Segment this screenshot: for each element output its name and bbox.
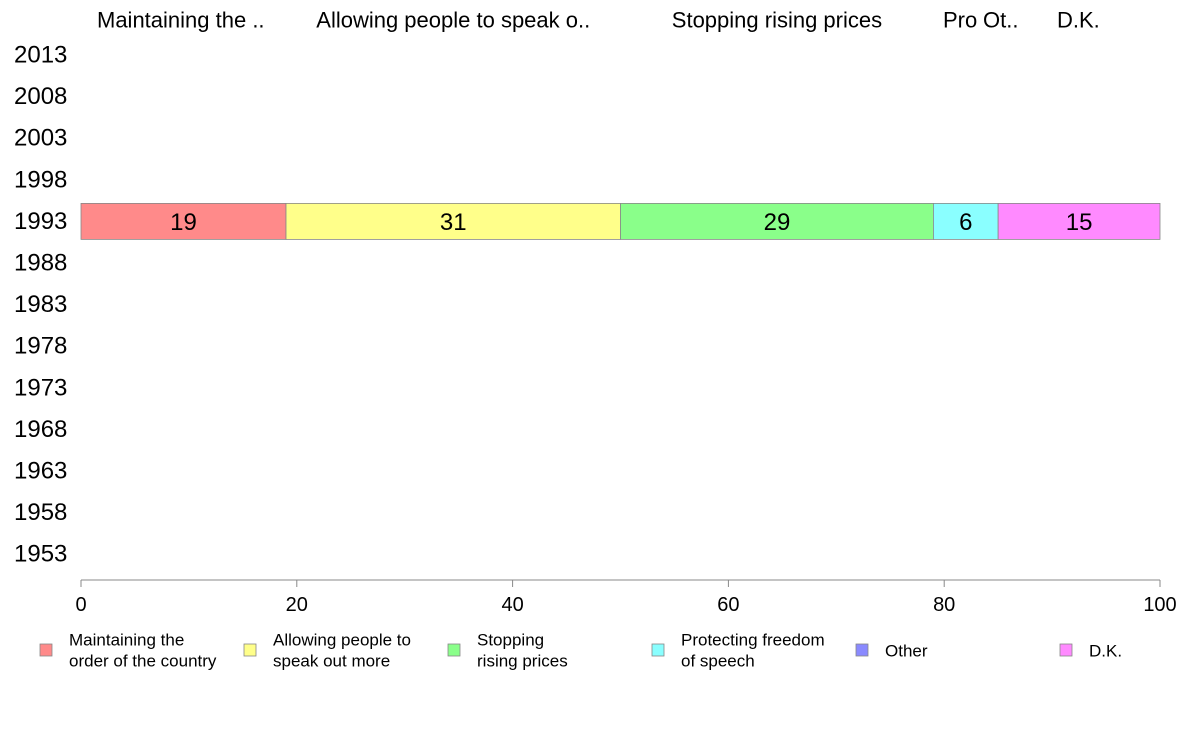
legend-swatch	[39, 643, 53, 657]
data-label: 15	[1066, 209, 1093, 236]
y-tick-label: 1963	[14, 458, 67, 485]
legend-item: Allowing people to speak out more	[243, 631, 411, 671]
x-tick-label: 40	[501, 594, 523, 616]
y-axis-labels: 2013 2008 2003 1998 1993 1988 1983 1978 1973 1968…	[14, 42, 67, 568]
x-tick-label: 0	[75, 594, 86, 616]
bars: 19 31 29 6 15	[80, 202, 1161, 240]
y-tick-label: 1983	[14, 291, 67, 318]
legend-item: D.K.	[1059, 642, 1122, 661]
legend-item: Maintaining the order of the country	[39, 631, 217, 671]
series-header-label: Allowing people to speak o..	[316, 8, 590, 33]
y-tick-label: 1953	[14, 541, 67, 568]
legend-label: speak out more	[273, 652, 390, 671]
x-axis: 0 20 40 60 80 100	[75, 579, 1177, 616]
legend-label: Other	[885, 642, 928, 661]
legend-label: Stopping	[477, 631, 544, 650]
x-tick-label: 80	[933, 594, 955, 616]
series-header-label: D.K.	[1057, 8, 1100, 33]
bar-segment	[80, 202, 287, 240]
y-tick-label: 1993	[14, 208, 67, 235]
legend-item: Stopping rising prices	[447, 631, 568, 671]
series-header-label: Stopping rising prices	[672, 8, 882, 33]
data-label: 31	[440, 209, 467, 236]
series-headers: Maintaining the .. Allowing people to spe…	[97, 8, 1100, 33]
y-tick-label: 1973	[14, 374, 67, 401]
data-label: 29	[764, 209, 791, 236]
legend-label: of speech	[681, 652, 755, 671]
legend-label: order of the country	[69, 652, 217, 671]
data-label: 6	[959, 209, 972, 236]
legend-swatch	[651, 643, 665, 657]
y-tick-label: 1958	[14, 499, 67, 526]
legend: Maintaining the order of the country Allow…	[39, 631, 1122, 671]
y-tick-label: 2008	[14, 83, 67, 110]
legend-label: Protecting freedom	[681, 631, 825, 650]
bar-segment	[997, 202, 1161, 240]
series-header-label: Ot..	[983, 8, 1018, 33]
y-tick-label: 1968	[14, 416, 67, 443]
series-header-label: Pro	[943, 8, 977, 33]
y-tick-label: 1988	[14, 250, 67, 277]
y-tick-label: 1998	[14, 166, 67, 193]
legend-swatch	[447, 643, 461, 657]
legend-item: Protecting freedom of speech	[651, 631, 825, 671]
legend-swatch	[1059, 643, 1073, 657]
x-tick-label: 100	[1143, 594, 1176, 616]
legend-label: Allowing people to	[273, 631, 411, 650]
y-tick-label: 2003	[14, 125, 67, 152]
x-tick-label: 60	[717, 594, 739, 616]
legend-swatch	[855, 643, 869, 657]
legend-swatch	[243, 643, 257, 657]
legend-item: Other	[855, 642, 928, 661]
data-label: 19	[170, 209, 197, 236]
y-tick-label: 2013	[14, 42, 67, 69]
series-header-label: Maintaining the ..	[97, 8, 265, 33]
legend-label: D.K.	[1089, 642, 1122, 661]
x-tick-label: 20	[286, 594, 308, 616]
legend-label: rising prices	[477, 652, 568, 671]
legend-label: Maintaining the	[69, 631, 184, 650]
bar-segment	[285, 202, 621, 240]
y-tick-label: 1978	[14, 333, 67, 360]
bar-segment	[620, 202, 934, 240]
